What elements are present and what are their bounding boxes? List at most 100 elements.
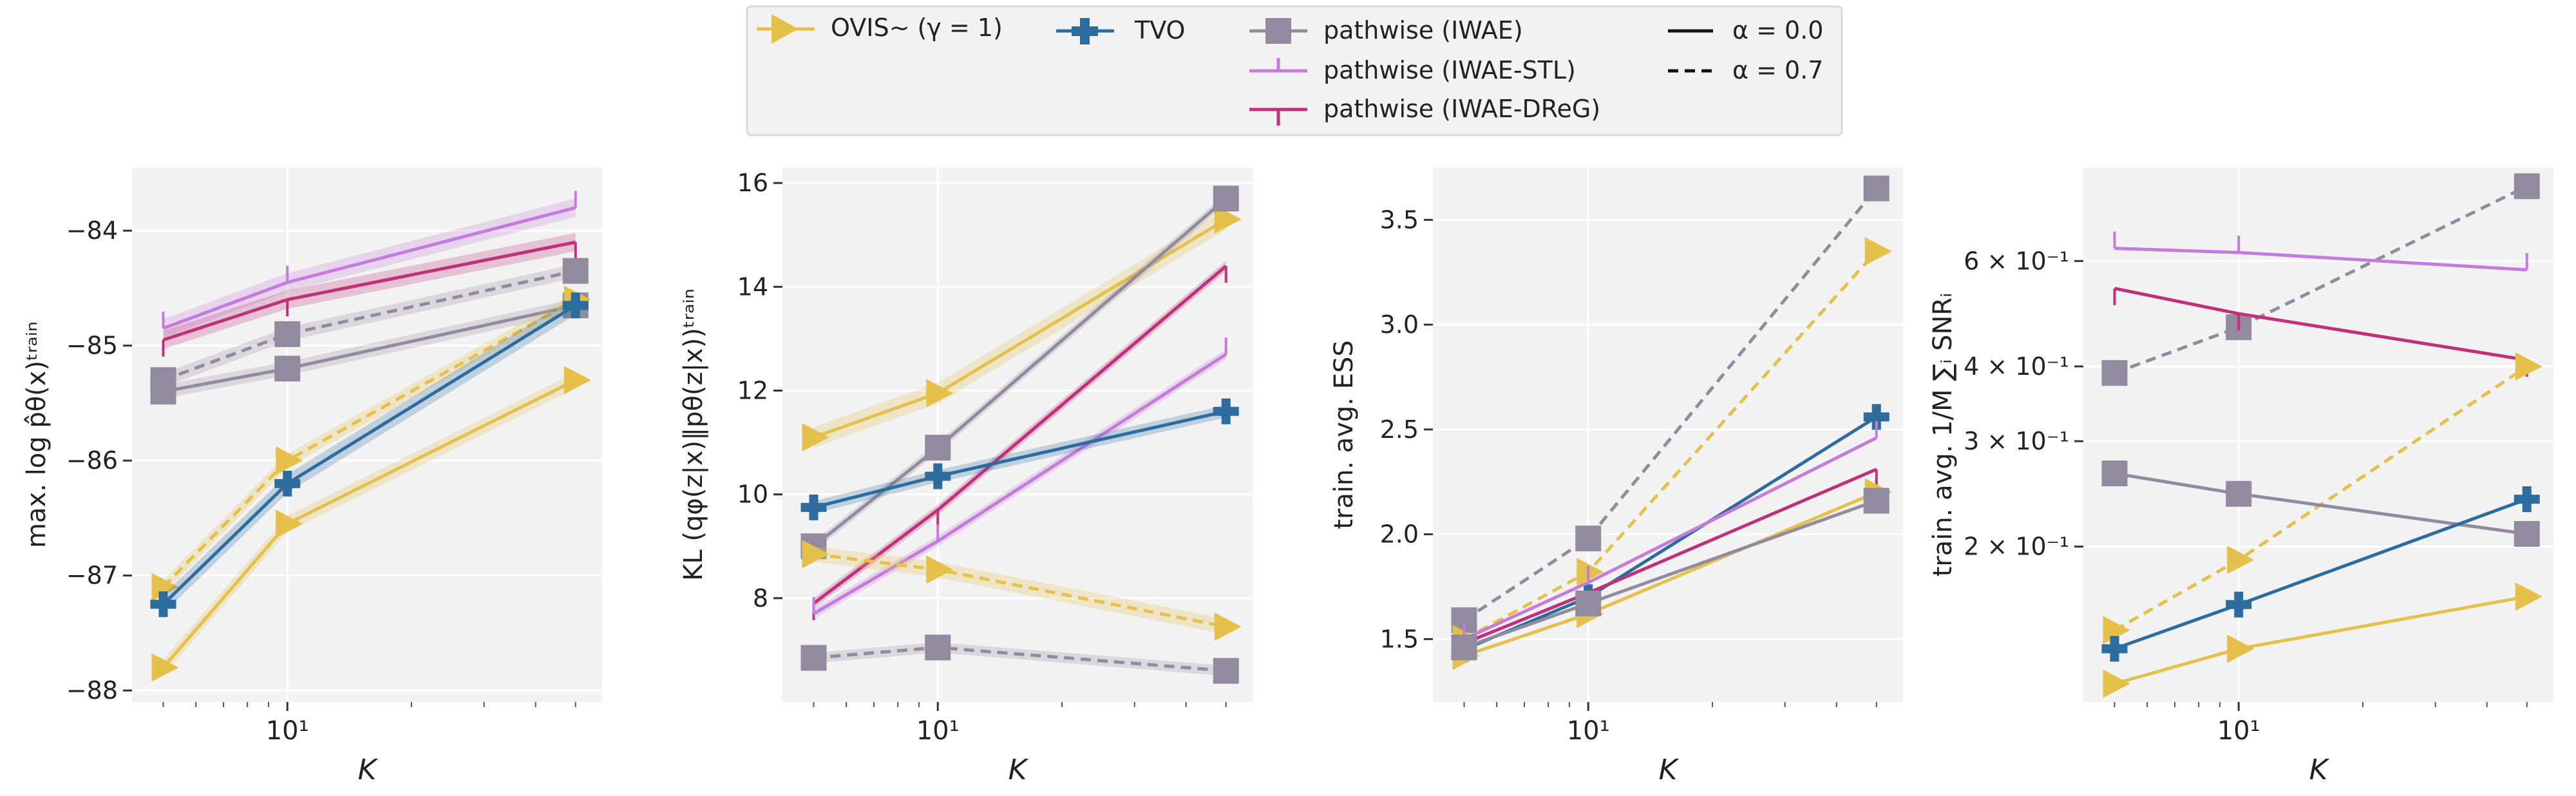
data-point: [800, 645, 827, 671]
series-tvo-solid: [800, 398, 1239, 520]
data-point: [2226, 480, 2252, 507]
series-stl-solid: [812, 337, 1227, 620]
series-stl-solid: [162, 191, 577, 338]
y-tick-label: 1.5: [1380, 625, 1419, 653]
data-point: [2101, 636, 2128, 662]
data-point: [1214, 612, 1242, 641]
legend-entry-ovis: OVIS∼ (γ = 1): [757, 14, 1003, 44]
y-tick-label: 12: [737, 377, 768, 405]
data-point: [150, 591, 176, 618]
data-point: [2103, 616, 2130, 645]
series-ovis-solid: [2103, 582, 2543, 698]
panel-2: 10¹ 8 10 12 14 16 K KL (qφ(z|x)‖pθ(z|x))ᵗʳᵃⁱⁿ: [679, 167, 1253, 786]
series-ovis-solid: [151, 366, 591, 682]
x-tick-label: 10¹: [1567, 716, 1610, 746]
data-point: [274, 321, 301, 347]
plot-area: [2083, 167, 2553, 702]
data-point: [2227, 634, 2255, 663]
data-point: [800, 494, 827, 520]
legend-iwae-marker: [1265, 18, 1291, 44]
series-ovis-dashed: [802, 540, 1242, 641]
y-tick-label: 3.5: [1380, 205, 1419, 234]
y-tick-label: 2.5: [1380, 415, 1419, 444]
y-tick-label: 2 × 10⁻¹: [1964, 533, 2069, 561]
legend-iwae-label: pathwise (IWAE): [1323, 16, 1523, 44]
y-axis-label: max. log p̂θ(x)ᵗʳᵃⁱⁿ: [22, 321, 52, 548]
confidence-band: [813, 349, 1226, 620]
legend-tvo-marker: [1072, 18, 1098, 44]
series-tvo-solid: [2101, 486, 2540, 662]
data-point: [2101, 360, 2128, 386]
data-point: [2515, 352, 2543, 381]
confidence-band: [813, 261, 1226, 609]
legend-dreg-label: pathwise (IWAE-DReG): [1323, 95, 1600, 123]
series-stl-solid: [1463, 421, 1878, 641]
y-tick-label: 16: [737, 169, 768, 197]
y-axis-label: train. avg. 1/M ∑ᵢ SNRᵢ: [1928, 293, 1958, 577]
data-point: [562, 258, 589, 284]
data-point: [925, 634, 951, 661]
x-tick-label: 10¹: [916, 716, 960, 746]
legend-entry-tvo: TVO: [1056, 16, 1185, 44]
series-tvo-solid: [150, 292, 589, 618]
x-tick-label: 10¹: [2217, 716, 2260, 746]
data-point: [564, 366, 591, 395]
series-ovis-solid: [802, 205, 1242, 452]
data-point: [925, 463, 951, 489]
data-point: [2227, 545, 2255, 574]
data-point: [2514, 486, 2540, 513]
x-tick-label: 10¹: [266, 716, 309, 746]
legend-alpha-solid-label: α = 0.0: [1732, 16, 1823, 44]
data-point: [150, 379, 176, 405]
data-point: [1863, 175, 1889, 202]
confidence-band: [163, 296, 576, 614]
y-tick-label: −86: [66, 446, 118, 475]
data-point: [2101, 460, 2128, 487]
data-point: [1863, 488, 1889, 514]
data-point: [274, 470, 301, 497]
y-axis-label: KL (qφ(z|x)‖pθ(z|x))ᵗʳᵃⁱⁿ: [679, 289, 708, 581]
y-axis-label: train. avg. ESS: [1329, 340, 1359, 529]
y-tick-label: 10: [737, 480, 768, 509]
x-axis-label: K: [1659, 753, 1680, 786]
y-tick-label: −84: [66, 216, 118, 245]
y-tick-label: −85: [66, 332, 118, 360]
data-point: [1863, 404, 1889, 430]
data-point: [151, 653, 179, 682]
data-point: [562, 292, 589, 319]
plot-area: [782, 167, 1253, 702]
data-point: [925, 435, 951, 461]
data-point: [1213, 185, 1239, 212]
series-iwae-dashed: [1451, 175, 1889, 634]
series-dreg-solid: [162, 232, 577, 357]
data-point: [1214, 205, 1242, 234]
legend-stl-label: pathwise (IWAE-STL): [1323, 56, 1576, 84]
data-point: [802, 540, 829, 569]
data-point: [802, 423, 829, 452]
x-axis-label: K: [2309, 753, 2330, 786]
y-tick-label: −88: [66, 676, 118, 705]
y-tick-label: −87: [66, 562, 118, 590]
data-point: [2103, 669, 2130, 698]
series-iwae-dashed: [800, 634, 1239, 684]
legend-ovis-marker: [772, 14, 799, 44]
series-dreg-solid: [812, 261, 1227, 620]
data-point: [926, 379, 954, 408]
x-axis-label: K: [1009, 753, 1029, 786]
series-ovis-dashed: [2103, 352, 2543, 645]
data-point: [1577, 558, 1604, 587]
data-point: [151, 573, 179, 602]
data-point: [1864, 237, 1892, 266]
series-iwae-solid: [2101, 460, 2540, 547]
series-iwae-solid: [1451, 488, 1889, 661]
data-point: [1213, 658, 1239, 684]
data-point: [2515, 582, 2543, 611]
confidence-band: [813, 193, 1226, 552]
legend-entry-iwae: pathwise (IWAE): [1249, 16, 1523, 44]
data-point: [1451, 634, 1477, 661]
data-point: [274, 355, 301, 382]
data-point: [926, 555, 954, 584]
